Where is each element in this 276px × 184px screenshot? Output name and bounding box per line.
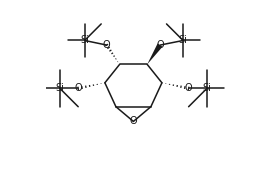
Text: Si: Si <box>179 36 187 45</box>
Text: O: O <box>103 40 110 50</box>
Text: Si: Si <box>80 36 89 45</box>
Text: O: O <box>156 40 164 50</box>
Text: O: O <box>75 83 82 93</box>
Text: O: O <box>130 116 137 126</box>
Text: O: O <box>185 83 192 93</box>
Text: Si: Si <box>55 83 64 93</box>
Text: Si: Si <box>203 83 211 93</box>
Polygon shape <box>147 43 163 64</box>
